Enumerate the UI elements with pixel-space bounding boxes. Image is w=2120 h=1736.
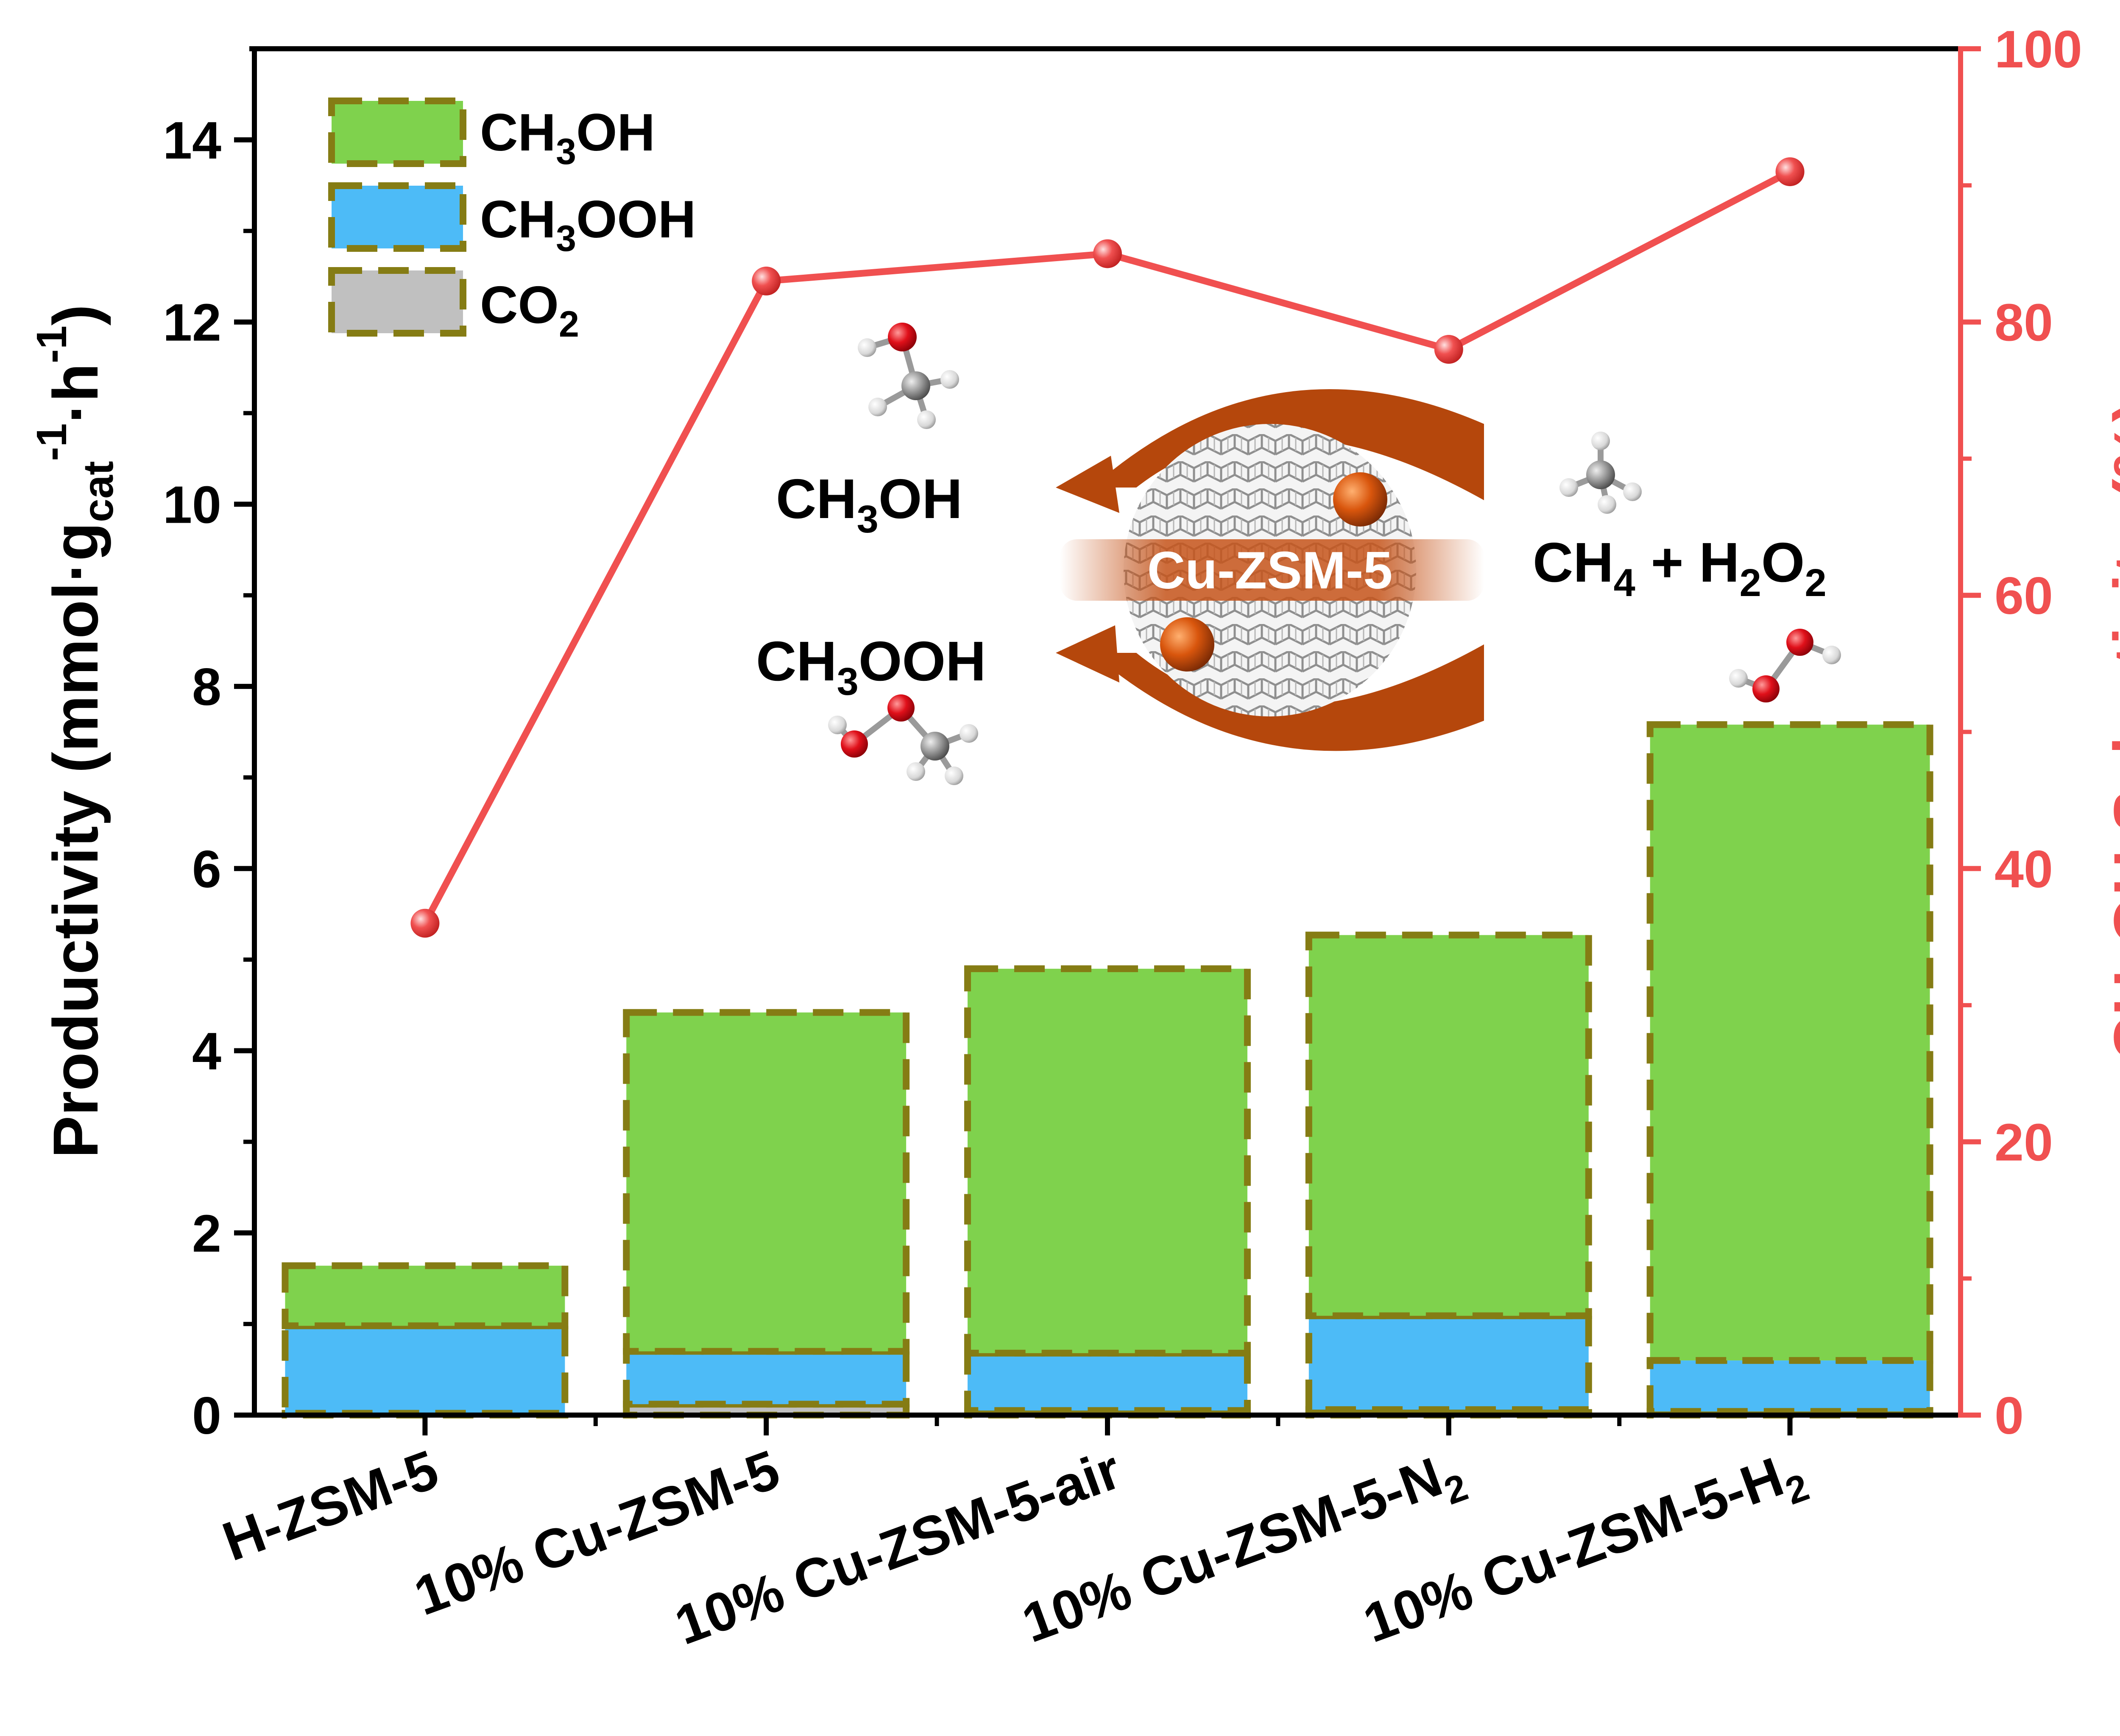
center-band <box>1060 539 1484 601</box>
legend-swatch-co2 <box>328 267 466 337</box>
bar-segment <box>964 965 1251 1357</box>
selectivity-point <box>1775 157 1805 187</box>
legend-swatch-ch3oh <box>328 98 466 167</box>
rotation-arrow-top <box>1092 389 1484 500</box>
methyl-hydroperoxide-molecule-icon <box>828 694 978 785</box>
bar-segment <box>623 1348 910 1408</box>
right-tick-label: 20 <box>1994 1113 2053 1172</box>
cu-atom-icon <box>1333 472 1387 527</box>
right-tick-label: 100 <box>1994 20 2082 79</box>
right-tick-label: 60 <box>1994 567 2053 625</box>
legend: CH3OH CH3OOH CO2 <box>328 98 696 345</box>
bar-segment <box>1305 931 1592 1319</box>
bar-segment <box>1305 1312 1592 1413</box>
bar-segment <box>1646 1357 1933 1415</box>
left-tick-label: 4 <box>192 1023 221 1081</box>
reaction-inset: Cu-ZSM-5 CH3OH CH3OOH CH4 + H2O2 <box>756 323 1841 785</box>
right-axis-title: CH3OH Selectivity (%) <box>2100 401 2120 1062</box>
hydrogen-peroxide-molecule-icon <box>1729 629 1841 702</box>
bar-segment <box>623 1009 910 1355</box>
arrowhead-top-icon <box>1056 456 1119 513</box>
right-tick-label: 40 <box>1994 840 2053 899</box>
inset-center-label: Cu-ZSM-5 <box>1147 541 1393 600</box>
left-tick-label: 2 <box>192 1204 221 1263</box>
cu-atom-icon <box>1160 617 1214 672</box>
left-tick-label: 6 <box>192 840 221 899</box>
methane-molecule-icon <box>1559 432 1642 514</box>
legend-item-co2: CO2 <box>328 267 579 345</box>
bar-segment <box>964 1349 1251 1414</box>
selectivity-point <box>1093 239 1122 268</box>
bar-segment <box>282 1322 569 1417</box>
left-tick-label: 8 <box>192 658 221 716</box>
selectivity-point <box>410 908 440 938</box>
left-axis-title: Productivity (mmol·gcat-1·h-1) <box>28 304 122 1158</box>
legend-item-ch3ooh: CH3OOH <box>328 182 696 259</box>
legend-label-ch3ooh: CH3OOH <box>480 190 696 259</box>
left-tick-label: 0 <box>192 1387 221 1445</box>
methanol-molecule-icon <box>858 323 959 429</box>
inset-label-reactants: CH4 + H2O2 <box>1533 531 1827 605</box>
rotation-arrow-bottom <box>1092 644 1484 751</box>
selectivity-line-layer <box>410 157 1805 938</box>
left-tick-label: 12 <box>163 294 221 352</box>
selectivity-point <box>752 266 781 295</box>
inset-label-ch3oh: CH3OH <box>776 468 962 541</box>
arrowhead-bottom-icon <box>1056 625 1119 683</box>
bar-segment <box>282 1262 569 1329</box>
legend-swatch-ch3ooh <box>328 182 466 252</box>
left-tick-label: 10 <box>163 476 221 534</box>
bar-segment <box>1646 721 1933 1364</box>
legend-label-co2: CO2 <box>480 276 579 345</box>
inset-label-ch3ooh: CH3OOH <box>756 630 986 703</box>
right-tick-label: 0 <box>1994 1387 2024 1445</box>
category-label: H-ZSM-5 <box>215 1438 446 1573</box>
left-tick-label: 14 <box>163 111 221 170</box>
legend-item-ch3oh: CH3OH <box>328 98 655 172</box>
bars <box>282 721 1933 1419</box>
selectivity-point <box>1434 335 1463 364</box>
legend-label-ch3oh: CH3OH <box>480 103 655 172</box>
right-tick-label: 80 <box>1994 294 2053 352</box>
